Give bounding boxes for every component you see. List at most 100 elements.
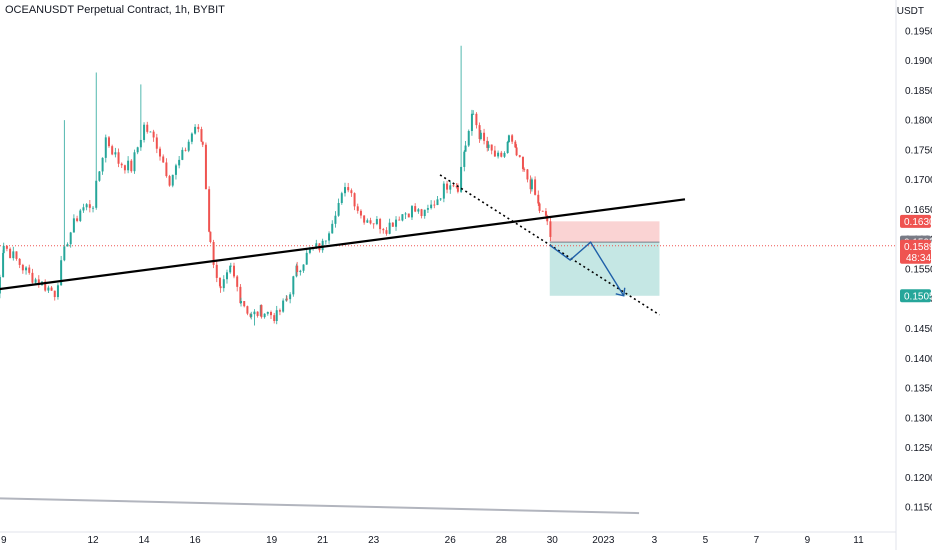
- x-tick-label: 2023: [592, 535, 615, 546]
- candle-body: [187, 141, 190, 151]
- candle-body: [273, 315, 276, 321]
- candle-body: [2, 245, 5, 253]
- candle-body: [472, 113, 475, 115]
- candle-body: [25, 267, 28, 271]
- candle-body: [292, 276, 295, 295]
- x-tick-label: 28: [496, 535, 508, 546]
- candle-body: [369, 220, 372, 224]
- candle-body: [353, 193, 356, 207]
- candle-body: [363, 215, 366, 223]
- candle-body: [236, 276, 239, 287]
- x-tick-label: 21: [317, 535, 329, 546]
- candle-body: [243, 301, 246, 307]
- candle-body: [233, 265, 236, 277]
- candle-body: [15, 251, 18, 259]
- trendline-lower[interactable]: [0, 497, 640, 515]
- trendline-resistance[interactable]: [439, 174, 660, 316]
- candle-body: [18, 258, 21, 265]
- candle-body: [88, 204, 91, 208]
- candle-body: [56, 285, 59, 298]
- candle-body: [385, 230, 388, 234]
- candle-body: [302, 264, 305, 271]
- candle-body: [72, 218, 75, 233]
- candle-body: [334, 215, 337, 224]
- candle-body: [299, 270, 302, 273]
- take-profit-zone[interactable]: [549, 242, 660, 296]
- candle-body: [478, 125, 481, 139]
- candle-body: [407, 213, 410, 218]
- candle-body: [92, 207, 95, 209]
- candle-body: [107, 137, 110, 147]
- candle-body: [410, 206, 413, 218]
- candle-body: [350, 190, 353, 194]
- x-tick-label: 7: [754, 535, 760, 546]
- candle-body: [423, 209, 426, 217]
- candle-body: [449, 185, 452, 190]
- candle-body: [181, 149, 184, 160]
- candle-body: [111, 146, 114, 155]
- candle-body: [50, 287, 53, 291]
- candle-body: [321, 240, 324, 251]
- candle-body: [490, 144, 493, 151]
- candle-body: [215, 264, 218, 278]
- candle-body: [229, 265, 232, 267]
- candle-body: [212, 241, 215, 265]
- candle-body: [395, 219, 398, 227]
- candle-body: [9, 248, 12, 259]
- candle-body: [136, 147, 139, 153]
- candle-body: [85, 204, 88, 208]
- price-badge-label: 0.1630: [904, 217, 932, 228]
- candle-body: [285, 298, 288, 301]
- candle-body: [47, 287, 50, 291]
- candle-body: [324, 240, 327, 242]
- candle-body: [282, 300, 285, 312]
- projection-path[interactable]: [549, 241, 625, 297]
- candle-body: [518, 155, 521, 157]
- candle-body: [123, 165, 126, 171]
- candle-body: [479, 132, 482, 139]
- candle-body: [414, 206, 417, 212]
- candle-body: [139, 139, 142, 148]
- candle-body: [253, 311, 256, 315]
- candle-body: [446, 183, 449, 190]
- candle-body: [127, 160, 130, 171]
- price-badge: 0.1630: [900, 214, 932, 228]
- candle-body: [529, 179, 532, 190]
- price-badge-label: 0.1505: [904, 291, 932, 302]
- candle-body: [340, 193, 343, 203]
- candle-body: [152, 131, 155, 138]
- candle-body: [506, 141, 509, 153]
- trendline-support[interactable]: [0, 198, 686, 291]
- candle-body: [382, 229, 385, 231]
- x-tick-label: 16: [190, 535, 202, 546]
- price-unit: USDT: [896, 6, 924, 17]
- candle-body: [430, 204, 433, 209]
- candle-body: [266, 312, 269, 314]
- candle-body: [296, 265, 299, 273]
- y-tick-label: 0.1150: [905, 503, 932, 514]
- candle-body: [143, 124, 146, 140]
- candle-body: [200, 129, 203, 142]
- candle-body: [470, 113, 473, 132]
- candle-body: [31, 272, 34, 283]
- candle-body: [239, 286, 242, 304]
- x-tick-label: 19: [266, 535, 278, 546]
- stop-loss-zone[interactable]: [549, 221, 660, 243]
- candle-body: [21, 264, 24, 271]
- candle-body: [544, 211, 547, 216]
- candle-body: [60, 260, 63, 286]
- candle-body: [204, 144, 207, 190]
- candle-body: [190, 133, 193, 142]
- candle-body: [240, 301, 243, 304]
- candle-body: [426, 208, 429, 210]
- candle-body: [168, 176, 171, 186]
- candle-body: [356, 206, 359, 211]
